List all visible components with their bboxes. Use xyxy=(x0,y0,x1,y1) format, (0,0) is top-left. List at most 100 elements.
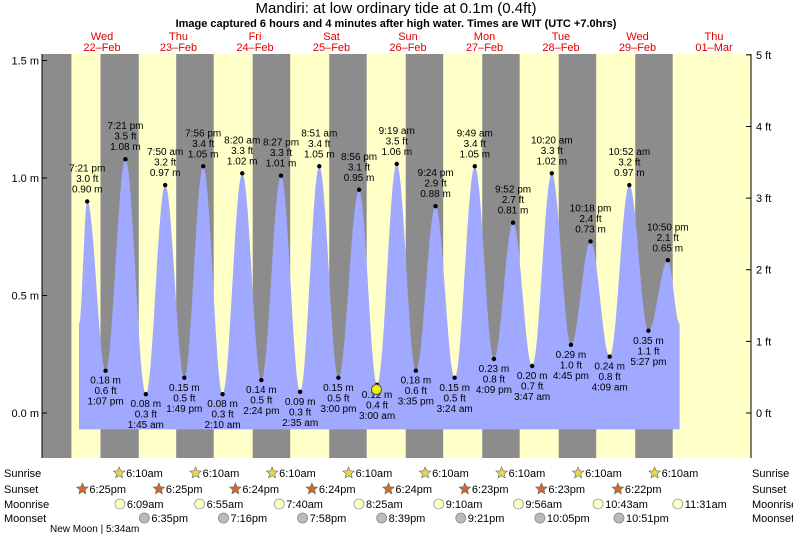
sunset-icon xyxy=(152,482,166,495)
high-tide-label: 0.88 m xyxy=(420,189,451,200)
sunrise-time: 6:10am xyxy=(279,468,316,480)
day-name: Wed xyxy=(91,31,113,43)
moonrise-icon xyxy=(114,498,126,510)
low-tide-label: 0.08 m xyxy=(207,399,238,410)
high-tide-label: 10:50 pm xyxy=(647,222,689,233)
day-name: Sat xyxy=(323,31,340,43)
low-tide-point xyxy=(568,342,574,348)
high-tide-label: 3.2 ft xyxy=(618,158,640,169)
moonrise-time: 6:09am xyxy=(127,499,164,511)
high-tide-label: 0.95 m xyxy=(344,173,375,184)
high-tide-label: 3.0 ft xyxy=(76,174,98,185)
low-tide-label: 0.12 m xyxy=(362,390,393,401)
sunrise-icon xyxy=(418,466,432,479)
moonrise-icon xyxy=(512,498,524,510)
sunset-time: 6:24pm xyxy=(242,484,279,496)
high-tide-point xyxy=(394,161,399,167)
day-date: 29–Feb xyxy=(619,42,656,54)
high-tide-label: 3.4 ft xyxy=(192,139,214,150)
low-tide-point xyxy=(259,377,264,383)
low-tide-point xyxy=(297,389,303,395)
day-headers: Wed22–FebThu23–FebFri24–FebSat25–FebSun2… xyxy=(83,31,733,54)
moonset-time: 9:21pm xyxy=(468,513,505,525)
high-tide-label: 2.9 ft xyxy=(424,179,446,190)
moonset-row-label-right: Moonset xyxy=(752,513,793,525)
high-tide-label: 0.65 m xyxy=(653,243,684,254)
low-tide-point xyxy=(182,375,187,380)
high-tide-label: 1.06 m xyxy=(381,147,412,158)
low-tide-label: 0.8 ft xyxy=(483,374,505,385)
sunrise-time: 6:10am xyxy=(585,468,622,480)
moonset-time: 10:05pm xyxy=(547,513,590,525)
moonrise-icon xyxy=(592,498,604,510)
low-tide-label: 2:35 am xyxy=(282,418,318,429)
low-tide-label: 3:00 am xyxy=(359,411,395,422)
moonrise-icon xyxy=(672,498,684,510)
day-name: Fri xyxy=(249,31,262,43)
low-tide-label: 3:00 pm xyxy=(320,404,356,415)
low-tide-label: 0.5 ft xyxy=(327,393,349,404)
low-tide-label: 1:07 pm xyxy=(88,397,124,408)
day-date: 23–Feb xyxy=(160,42,197,54)
day-date: 01–Mar xyxy=(695,42,733,54)
high-tide-label: 3.3 ft xyxy=(270,148,292,159)
sunset-time: 6:25pm xyxy=(89,484,126,496)
low-tide-label: 0.3 ft xyxy=(289,407,311,418)
low-tide-label: 3:24 am xyxy=(437,404,473,415)
low-tide-point xyxy=(143,392,149,397)
sunrise-time: 6:10am xyxy=(203,468,240,480)
low-tide-label: 0.15 m xyxy=(323,383,354,394)
sunrise-icon xyxy=(265,466,279,479)
tide-curve-group xyxy=(79,159,680,430)
high-tide-label: 3.5 ft xyxy=(114,132,136,143)
y-tick-label-m: 0.5 m xyxy=(11,291,39,303)
high-tide-point xyxy=(549,171,555,176)
high-tide-label: 7:50 am xyxy=(147,147,183,158)
high-tide-label: 3.3 ft xyxy=(541,146,563,157)
low-tide-label: 0.3 ft xyxy=(135,410,157,421)
low-tide-label: 1.1 ft xyxy=(637,346,659,357)
sunset-icon xyxy=(228,482,242,495)
sunset-icon xyxy=(534,482,548,495)
high-tide-label: 3.3 ft xyxy=(231,146,253,157)
high-tide-label: 0.97 m xyxy=(614,168,645,179)
day-name: Thu xyxy=(705,31,724,43)
high-tide-point xyxy=(472,164,477,169)
moonrise-icon xyxy=(194,498,205,510)
day-name: Wed xyxy=(626,31,648,43)
high-tide-label: 1.05 m xyxy=(304,149,335,160)
high-tide-label: 1.05 m xyxy=(459,149,490,160)
low-tide-label: 4:45 pm xyxy=(553,371,589,382)
day-name: Tue xyxy=(552,31,571,43)
sunset-icon xyxy=(305,482,319,495)
moonset-time: 7:16pm xyxy=(230,513,267,525)
sunrise-icon xyxy=(495,466,509,479)
low-tide-label: 0.6 ft xyxy=(94,386,116,397)
high-tide-label: 9:49 am xyxy=(457,128,493,139)
moonset-icon xyxy=(297,512,308,524)
low-tide-point xyxy=(646,328,651,333)
low-tide-point xyxy=(529,363,535,369)
high-tide-label: 8:27 pm xyxy=(263,138,299,149)
high-tide-label: 8:51 am xyxy=(301,128,337,139)
high-tide-label: 10:52 am xyxy=(608,147,650,158)
sunset-icon xyxy=(75,482,89,495)
high-tide-label: 2.4 ft xyxy=(579,214,601,225)
sunset-time: 6:23pm xyxy=(472,484,509,496)
low-tide-point xyxy=(220,392,225,397)
y-tick-label-ft: 2 ft xyxy=(756,265,771,277)
low-tide-label: 1:45 am xyxy=(128,420,164,431)
low-tide-label: 0.6 ft xyxy=(405,386,427,397)
sunset-icon xyxy=(458,482,472,495)
low-tide-label: 0.18 m xyxy=(401,376,432,387)
high-tide-point xyxy=(240,171,245,176)
moonrise-icon xyxy=(433,498,445,510)
moonrise-time: 7:40am xyxy=(286,499,323,511)
high-tide-label: 0.73 m xyxy=(575,224,606,235)
high-tide-label: 10:18 pm xyxy=(570,203,612,214)
low-tide-label: 0.18 m xyxy=(90,376,121,387)
high-tide-point xyxy=(317,164,322,169)
y-tick-label-ft: 3 ft xyxy=(756,193,771,205)
sunrise-time: 6:10am xyxy=(432,468,469,480)
